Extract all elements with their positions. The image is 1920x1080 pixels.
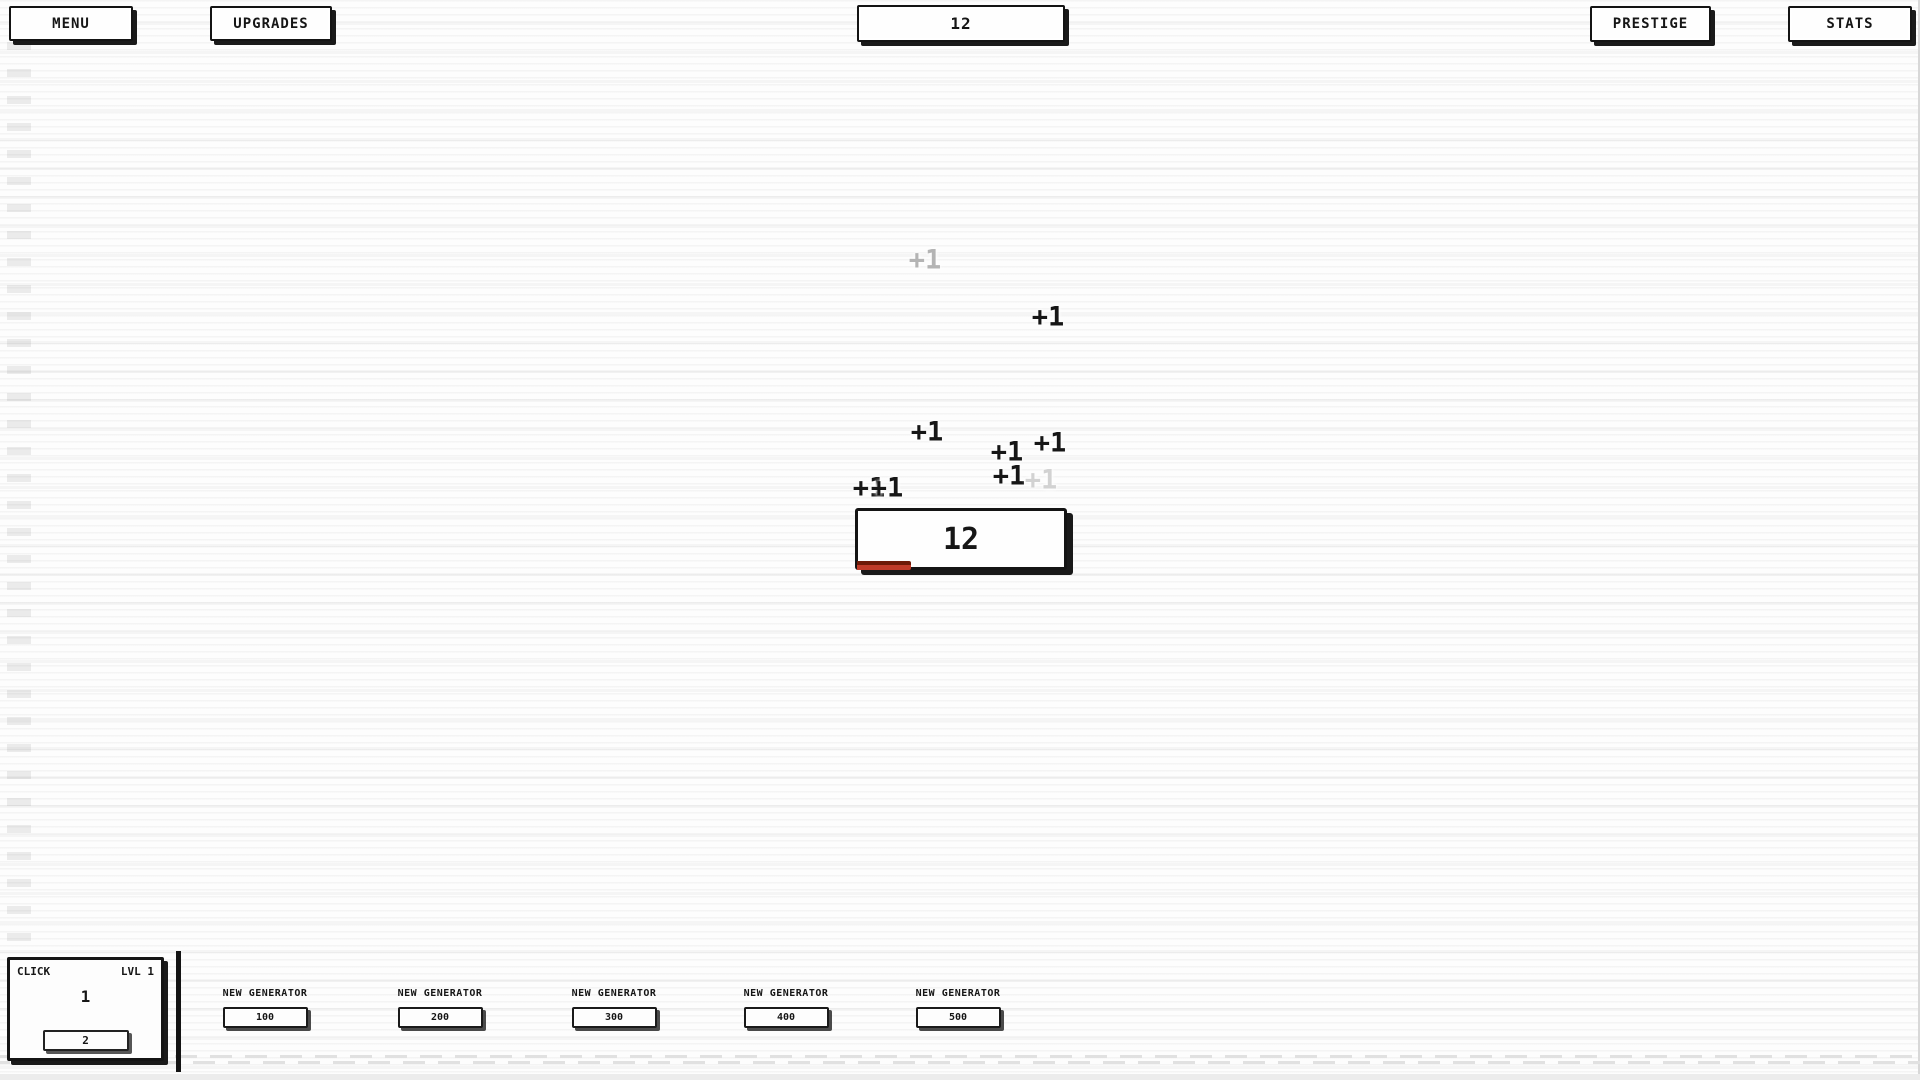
upgrades-button[interactable]: UPGRADES bbox=[210, 6, 332, 41]
generator-buy-button[interactable]: 500 bbox=[915, 1007, 1001, 1028]
click-feedback-text: +1 bbox=[992, 460, 1026, 492]
generator-label: NEW GENERATOR bbox=[222, 988, 308, 999]
generator-slot: NEW GENERATOR 400 bbox=[716, 988, 856, 1028]
generator-slot: NEW GENERATOR 300 bbox=[544, 988, 684, 1028]
click-feedback-text: +1 bbox=[852, 472, 886, 504]
generator-label: NEW GENERATOR bbox=[397, 988, 483, 999]
menu-button[interactable]: MENU bbox=[9, 6, 133, 41]
click-feedback-text: +1 bbox=[870, 472, 904, 504]
generator-label: NEW GENERATOR bbox=[571, 988, 657, 999]
click-feedback-text: +1 bbox=[990, 436, 1024, 468]
click-upgrade-panel: CLICK LVL 1 1 2 bbox=[7, 957, 164, 1061]
generator-buy-button[interactable]: 200 bbox=[397, 1007, 483, 1028]
click-progress-bar bbox=[857, 561, 911, 570]
bottom-dashed-line-2 bbox=[0, 1061, 1920, 1064]
generator-label: NEW GENERATOR bbox=[743, 988, 829, 999]
click-feedback-text: +1 bbox=[1024, 464, 1058, 496]
click-feedback-text: +1 bbox=[910, 416, 944, 448]
click-feedback-text: +1 bbox=[908, 244, 942, 276]
score-display[interactable]: 12 bbox=[857, 5, 1065, 42]
main-click-value: 12 bbox=[942, 521, 980, 557]
panel-divider bbox=[176, 951, 181, 1072]
bottom-band bbox=[0, 1074, 1920, 1080]
generator-buy-button[interactable]: 100 bbox=[222, 1007, 308, 1028]
stats-button[interactable]: STATS bbox=[1788, 6, 1912, 42]
click-power-value: 1 bbox=[80, 987, 91, 1006]
click-panel-header: CLICK LVL 1 bbox=[10, 960, 161, 978]
generator-buy-button[interactable]: 300 bbox=[571, 1007, 657, 1028]
generator-label: NEW GENERATOR bbox=[915, 988, 1001, 999]
generator-slot: NEW GENERATOR 200 bbox=[370, 988, 510, 1028]
generator-buy-button[interactable]: 400 bbox=[743, 1007, 829, 1028]
generator-slot: NEW GENERATOR 100 bbox=[195, 988, 335, 1028]
prestige-button[interactable]: PRESTIGE bbox=[1590, 6, 1711, 42]
click-panel-title: CLICK bbox=[17, 965, 51, 978]
click-upgrade-buy-button[interactable]: 2 bbox=[42, 1030, 129, 1051]
generator-slot: NEW GENERATOR 500 bbox=[888, 988, 1028, 1028]
bottom-dashed-line bbox=[0, 1055, 1920, 1058]
click-panel-level: LVL 1 bbox=[120, 965, 154, 978]
main-click-button[interactable]: 12 bbox=[855, 508, 1067, 570]
click-feedback-text: +1 bbox=[1031, 301, 1065, 333]
left-edge-scanline-dashes bbox=[7, 42, 31, 1052]
click-feedback-text: +1 bbox=[1033, 427, 1067, 459]
